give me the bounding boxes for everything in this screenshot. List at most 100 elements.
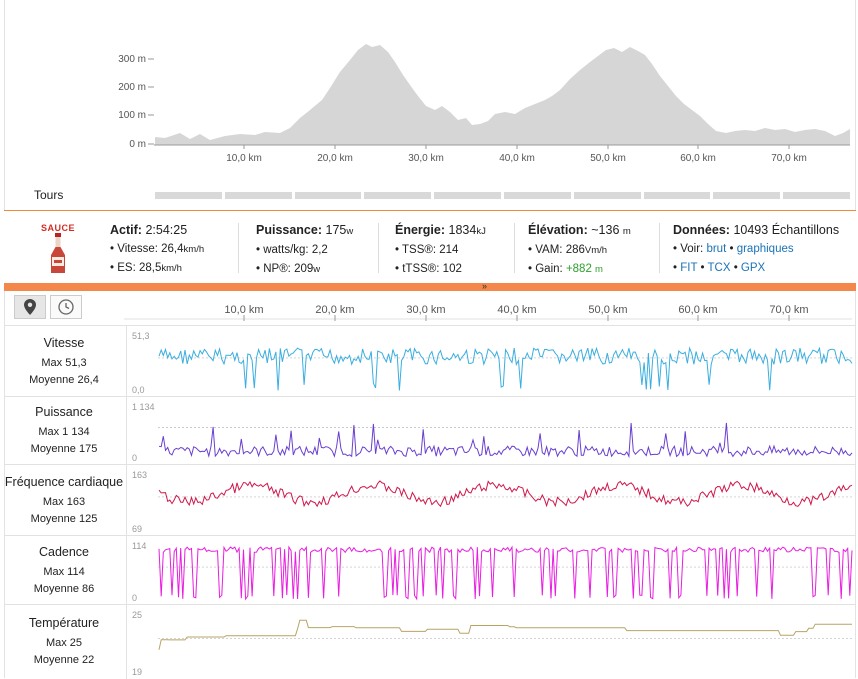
elevation-x-tick: 10,0 km <box>226 153 262 164</box>
tours-label: Tours <box>34 188 64 202</box>
track-min-axis-label: 0,0 <box>132 385 145 395</box>
puissance-title: Puissance: <box>256 223 323 237</box>
tss-value: 214 <box>439 244 459 256</box>
lap-segment[interactable] <box>434 192 501 199</box>
gain-value: +882 <box>565 263 592 275</box>
track-3[interactable]: Cadence Max 114 Moyenne 86 114 0 <box>4 535 856 605</box>
distance-x-tick: 30,0 km <box>406 304 445 316</box>
elevation-column: Élévation: ~136 m • VAM: 286Vm/h • Gain:… <box>528 223 631 275</box>
page-frame <box>4 0 856 678</box>
track-max-axis-label: 114 <box>132 541 146 551</box>
brut-link[interactable]: brut <box>706 243 727 255</box>
track-name: Température <box>28 616 100 630</box>
track-label: Cadence Max 114 Moyenne 86 <box>4 544 124 598</box>
graphiques-link[interactable]: graphiques <box>736 243 794 255</box>
donnees-column: Données: 10493 Échantillons • Voir: brut… <box>673 223 840 274</box>
map-pin-button[interactable] <box>14 295 46 319</box>
vitesse-value: 26,4 <box>161 243 184 255</box>
track-divider <box>126 326 127 397</box>
lap-segment[interactable] <box>224 192 292 199</box>
elevation-value: ~136 <box>591 223 620 237</box>
lap-segment[interactable] <box>155 192 222 199</box>
track-min-axis-label: 19 <box>132 667 142 677</box>
puissance-column: Puissance: 175w • watts/kg: 2,2 • NP®: 2… <box>256 223 354 275</box>
track-chart[interactable]: 25 19 <box>128 605 856 679</box>
watts-kg-label: watts/kg: <box>263 244 309 256</box>
collapse-bar[interactable] <box>4 283 856 291</box>
es-value: 28,5 <box>138 262 162 274</box>
lap-segment[interactable] <box>783 192 850 199</box>
track-divider <box>126 605 127 679</box>
track-chart[interactable]: 51,3 0,0 <box>128 326 856 397</box>
track-label: Vitesse Max 51,3 Moyenne 26,4 <box>4 335 124 389</box>
distance-x-tick: 70,0 km <box>769 304 808 316</box>
donnees-value: 10493 <box>733 223 769 237</box>
lap-segment[interactable] <box>504 192 571 199</box>
tcx-link[interactable]: TCX <box>707 262 731 274</box>
tss-label: TSS®: <box>402 244 437 256</box>
distance-x-tick: 40,0 km <box>497 304 536 316</box>
track-max: Max 114 <box>43 565 85 578</box>
track-series-line <box>158 422 853 459</box>
vam-unit: Vm/h <box>584 245 608 256</box>
fit-link[interactable]: FIT <box>680 262 698 274</box>
track-max-axis-label: 25 <box>132 610 142 620</box>
track-average: Moyenne 125 <box>30 512 98 525</box>
track-min-axis-label: 0 <box>132 593 137 603</box>
track-max: Max 163 <box>42 495 86 508</box>
ttss-value: 102 <box>442 263 462 275</box>
vam-value: 286 <box>565 244 585 256</box>
track-series-line <box>158 480 853 508</box>
summary-divider <box>659 223 660 273</box>
summary-divider <box>378 223 379 273</box>
lap-segment[interactable] <box>713 192 781 199</box>
elevation-y-tick: 0 m <box>129 139 146 150</box>
puissance-unit: w <box>346 226 354 237</box>
elevation-chart[interactable]: 300 m 200 m 100 m 0 m 10,0 km 20,0 km 30,0 km… <box>0 0 858 175</box>
track-2[interactable]: Fréquence cardiaque Max 163 Moyenne 125 163… <box>4 464 856 536</box>
energie-value: 1834 <box>448 223 477 237</box>
lap-segment[interactable] <box>573 192 641 199</box>
track-4[interactable]: Température Max 25 Moyenne 22 25 19 <box>4 604 856 679</box>
actif-title: Actif: <box>110 223 142 237</box>
elevation-x-tick: 50,0 km <box>590 153 626 164</box>
track-min-axis-label: 0 <box>132 453 137 463</box>
energie-title: Énergie: <box>395 223 446 237</box>
distance-x-tick: 50,0 km <box>588 304 627 316</box>
vitesse-unit: km/h <box>183 244 205 255</box>
energie-column: Énergie: 1834kJ • TSS®: 214 • tTSS®: 102 <box>395 223 486 275</box>
lap-segment[interactable] <box>294 192 362 199</box>
np-unit: w <box>313 264 321 275</box>
elevation-x-tick: 40,0 km <box>499 153 535 164</box>
elevation-unit: m <box>622 226 631 237</box>
sauce-bottle-icon <box>51 233 65 273</box>
distance-axis: 10,0 km 20,0 km 30,0 km 40,0 km 50,0 km 60,0 … <box>124 304 852 321</box>
summary-divider <box>238 223 239 273</box>
gpx-link[interactable]: GPX <box>740 262 766 274</box>
track-chart[interactable]: 114 0 <box>128 536 856 605</box>
collapse-chevron-icon[interactable]: » <box>482 281 488 291</box>
track-min-axis-label: 69 <box>132 524 142 534</box>
elevation-y-tick: 200 m <box>118 82 146 93</box>
energie-unit: kJ <box>476 226 486 237</box>
gain-label: Gain: <box>535 263 563 275</box>
summary-divider <box>514 223 515 273</box>
track-0[interactable]: Vitesse Max 51,3 Moyenne 26,4 51,3 0,0 <box>4 325 856 397</box>
clock-button[interactable] <box>50 295 82 319</box>
track-1[interactable]: Puissance Max 1 134 Moyenne 175 1 134 0 <box>4 396 856 465</box>
track-max: Max 51,3 <box>41 356 87 369</box>
sauce-logo[interactable]: SAUCE <box>34 223 82 280</box>
voir-label: Voir: <box>680 243 704 255</box>
track-chart[interactable]: 1 134 0 <box>128 397 856 465</box>
track-series-line <box>158 346 853 391</box>
np-label: NP®: <box>263 263 291 275</box>
track-series-line <box>158 545 853 601</box>
es-label: ES: <box>117 262 136 274</box>
donnees-title: Données: <box>673 223 730 237</box>
track-max-axis-label: 51,3 <box>132 331 150 341</box>
track-chart[interactable]: 163 69 <box>128 465 856 536</box>
track-max-axis-label: 163 <box>132 470 147 480</box>
lap-segment[interactable] <box>364 192 432 199</box>
track-max: Max 1 134 <box>38 426 90 438</box>
lap-segment[interactable] <box>643 192 711 199</box>
